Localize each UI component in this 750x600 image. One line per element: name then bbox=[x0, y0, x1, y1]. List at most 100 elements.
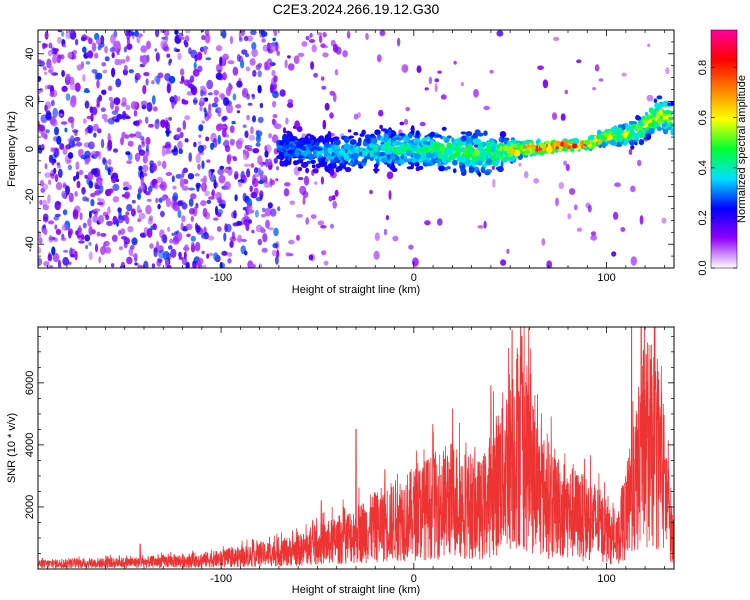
spectrogram-cell bbox=[54, 148, 59, 158]
spectrogram-cell bbox=[88, 141, 95, 150]
spectrogram-cell bbox=[440, 145, 445, 153]
spectrogram-cell bbox=[287, 55, 291, 59]
spectrogram-cell bbox=[287, 63, 295, 71]
spectrogram-cell bbox=[245, 221, 250, 232]
spectrogram-cell bbox=[662, 100, 669, 108]
spectrogram-cell bbox=[51, 72, 59, 76]
spectrogram-cell bbox=[428, 76, 433, 85]
spectrogram-cell bbox=[320, 176, 324, 185]
spectrogram-cell bbox=[172, 185, 177, 190]
spectrogram-cell bbox=[168, 245, 173, 250]
spectrogram-cell bbox=[43, 261, 50, 267]
spectrogram-cell bbox=[211, 191, 215, 196]
spectrogram-cell bbox=[355, 147, 360, 151]
spectrogram-cell bbox=[196, 51, 203, 61]
spectrogram-cell bbox=[310, 61, 315, 70]
spectrogram-cell bbox=[272, 100, 277, 108]
spectrogram-cell bbox=[236, 54, 241, 62]
spectrogram-cell bbox=[164, 129, 172, 134]
spectrogram-cell bbox=[117, 59, 122, 66]
spectrogram-cell bbox=[385, 215, 389, 221]
spectrogram-cell bbox=[227, 252, 233, 257]
spectrogram-cell bbox=[496, 144, 501, 150]
spectrogram-cell bbox=[60, 121, 68, 125]
spectrogram-cell bbox=[542, 79, 549, 89]
spectrogram-cell bbox=[95, 72, 103, 80]
spectrogram-cell bbox=[109, 100, 115, 110]
spectrogram-cell bbox=[259, 194, 263, 200]
spectrogram-cell bbox=[155, 30, 160, 38]
spectrogram-cell bbox=[68, 192, 74, 203]
spectrogram-cell bbox=[489, 69, 494, 74]
spectrogram-cell bbox=[250, 163, 255, 168]
spectrogram-cell bbox=[96, 231, 101, 237]
spectrogram-cell bbox=[369, 150, 374, 158]
spectrogram-cell bbox=[452, 153, 456, 159]
spectrogram-cell bbox=[149, 180, 157, 188]
spectrogram-cell bbox=[182, 246, 190, 251]
spectrogram-cell bbox=[98, 256, 102, 264]
spectrogram-cell bbox=[67, 137, 74, 143]
spectrogram-cell bbox=[90, 168, 98, 175]
spectrogram-cell bbox=[151, 95, 156, 105]
snr-y-ticks: 2000 4000 6000 bbox=[24, 335, 674, 554]
spectrogram-cell bbox=[57, 30, 63, 33]
spectrogram-cell bbox=[379, 124, 383, 129]
spectrogram-cell bbox=[61, 70, 65, 77]
spectrogram-cell bbox=[193, 141, 197, 148]
spectrogram-cell bbox=[57, 259, 62, 268]
spectrogram-cell bbox=[246, 35, 254, 42]
spectrogram-cell bbox=[171, 175, 175, 183]
spectrogram-cell bbox=[76, 171, 80, 180]
spectrogram-cell bbox=[72, 49, 77, 55]
spectrogram-cell bbox=[80, 61, 85, 69]
spectrogram-cell bbox=[130, 245, 135, 250]
spectrogram-cell bbox=[172, 149, 179, 156]
spectrogram-cell bbox=[226, 154, 232, 165]
spectrogram-cell bbox=[525, 139, 530, 145]
spectrogram-cell bbox=[168, 116, 173, 121]
spectrogram-cell bbox=[380, 128, 388, 132]
spectrogram-cell bbox=[195, 153, 201, 164]
spectrogram-cell bbox=[477, 225, 484, 229]
spectrogram-cell bbox=[426, 141, 431, 146]
spectrogram-cell bbox=[514, 143, 518, 149]
spectrogram-cell bbox=[94, 184, 100, 190]
spectrogram-cell bbox=[50, 147, 54, 153]
spectrogram-cell bbox=[382, 137, 389, 142]
spectrogram-cell bbox=[470, 149, 475, 153]
spectrogram-cell bbox=[207, 235, 215, 241]
x-tick-label: -100 bbox=[210, 272, 232, 284]
spectrogram-cell bbox=[296, 234, 300, 241]
spectrogram-cell bbox=[41, 144, 45, 151]
spectrogram-cell bbox=[174, 48, 181, 53]
spectrogram-cell bbox=[480, 149, 485, 157]
spectrogram-cell bbox=[451, 137, 455, 143]
spectrogram-cell bbox=[427, 159, 432, 163]
spectrogram-cell bbox=[272, 91, 279, 99]
spectrogram-cell bbox=[357, 137, 362, 145]
spectrogram-cell bbox=[48, 265, 54, 268]
spectrogram-cell bbox=[181, 215, 186, 223]
spectrogram-cell bbox=[62, 209, 68, 216]
spectrogram-cell bbox=[155, 197, 159, 204]
spectrogram-cell bbox=[597, 138, 602, 145]
spectrogram-cell bbox=[329, 169, 335, 176]
spectrogram-cell bbox=[266, 58, 273, 68]
y-tick-label: -40 bbox=[24, 236, 36, 252]
spectrogram-cell bbox=[60, 54, 65, 60]
spectrogram-cell bbox=[100, 138, 105, 149]
spectrogram-cell bbox=[201, 160, 205, 169]
spectrogram-cell bbox=[190, 244, 196, 253]
spectrogram-cell bbox=[250, 30, 257, 36]
spectrogram-cell bbox=[52, 107, 58, 118]
spectrogram-cell bbox=[125, 104, 131, 111]
spectrogram-cell bbox=[262, 174, 267, 180]
spectrogram-cell bbox=[78, 240, 85, 244]
spectrogram-cell bbox=[194, 173, 200, 177]
spectrogram-cell bbox=[51, 160, 55, 166]
spectrogram-cell bbox=[67, 261, 72, 265]
spectrogram-cell bbox=[116, 113, 123, 120]
spectrogram-cell bbox=[53, 167, 57, 174]
spectrogram-cell bbox=[474, 138, 482, 144]
